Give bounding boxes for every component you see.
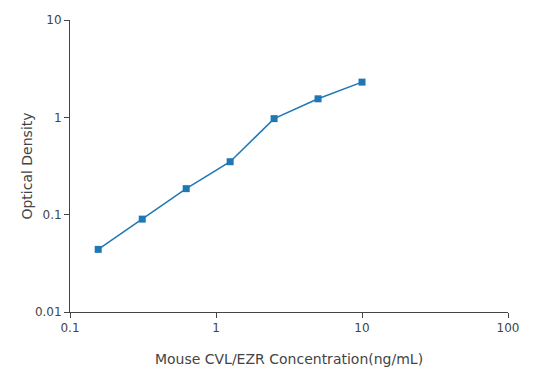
svg-text:100: 100 [497,321,520,335]
svg-text:0.1: 0.1 [43,208,62,222]
svg-text:1: 1 [54,111,62,125]
svg-text:Optical Density: Optical Density [19,112,35,219]
svg-text:1: 1 [212,321,220,335]
svg-text:10: 10 [354,321,369,335]
svg-text:Mouse CVL/EZR Concentration(ng: Mouse CVL/EZR Concentration(ng/mL) [155,351,423,367]
svg-text:0.01: 0.01 [35,305,62,319]
svg-text:10: 10 [46,13,61,27]
svg-text:0.1: 0.1 [60,321,79,335]
